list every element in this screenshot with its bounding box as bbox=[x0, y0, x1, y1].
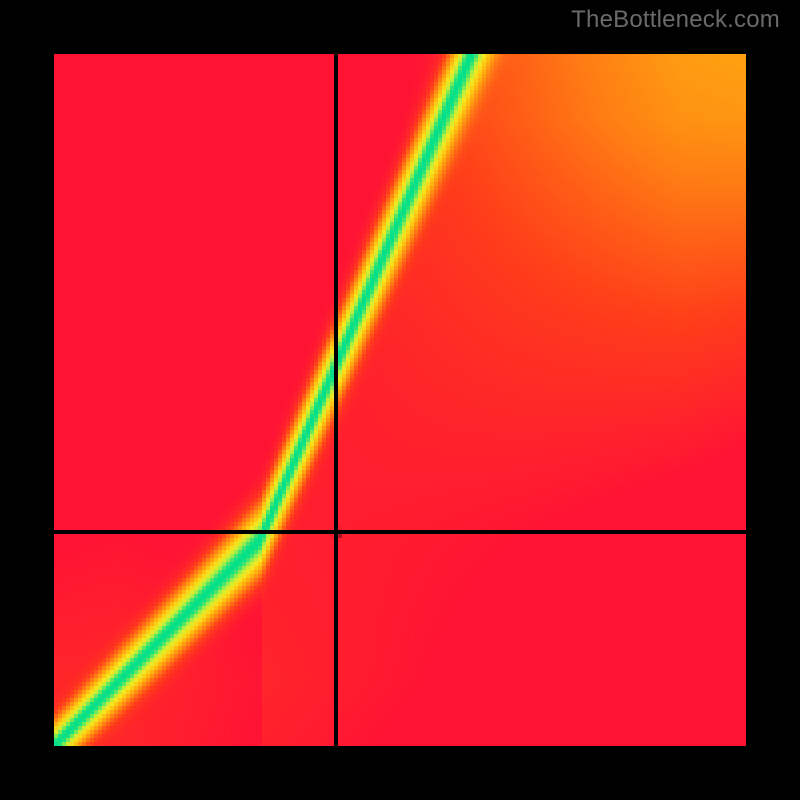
bottleneck-heatmap bbox=[50, 50, 750, 750]
watermark-text: TheBottleneck.com bbox=[571, 6, 780, 34]
heatmap-container bbox=[50, 50, 750, 750]
